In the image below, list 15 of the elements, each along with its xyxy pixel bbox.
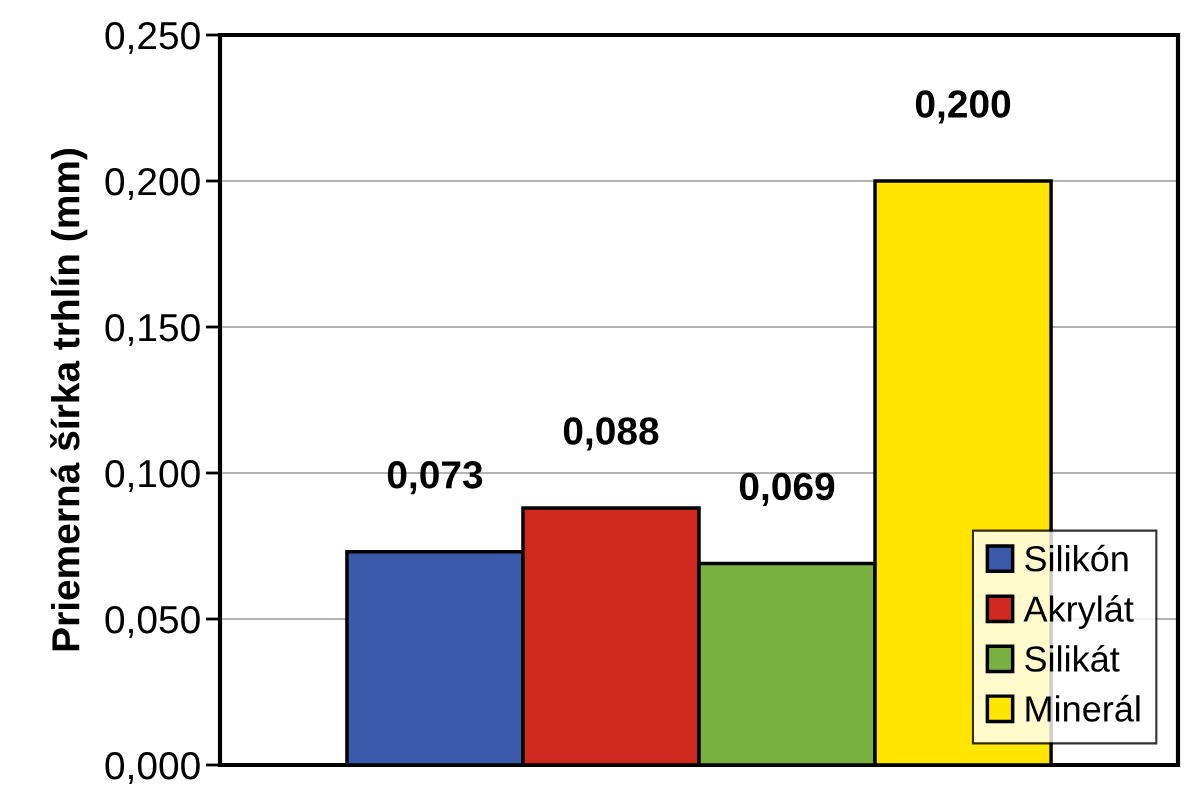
data-label: 0,069 [739, 472, 835, 506]
y-tick-label: 0,050 [105, 605, 200, 639]
legend-label: Silikón [1025, 544, 1128, 572]
y-axis-title: Priemerná šírka trhlín (mm) [50, 149, 88, 651]
legend-label: Akrylát [1023, 594, 1134, 630]
y-tick-label: 0,100 [105, 459, 200, 493]
legend-label: Minerál [1026, 694, 1140, 722]
legend-label: Silikát [1025, 644, 1120, 672]
data-label: 0,088 [563, 417, 659, 451]
y-tick-label: 0,000 [105, 751, 200, 785]
data-label: 0,073 [387, 461, 483, 495]
y-tick-label: 0,200 [105, 167, 200, 201]
data-label: 0,200 [915, 90, 1011, 124]
y-tick-label: 0,150 [105, 313, 200, 347]
y-tick-label: 0,250 [105, 21, 200, 55]
